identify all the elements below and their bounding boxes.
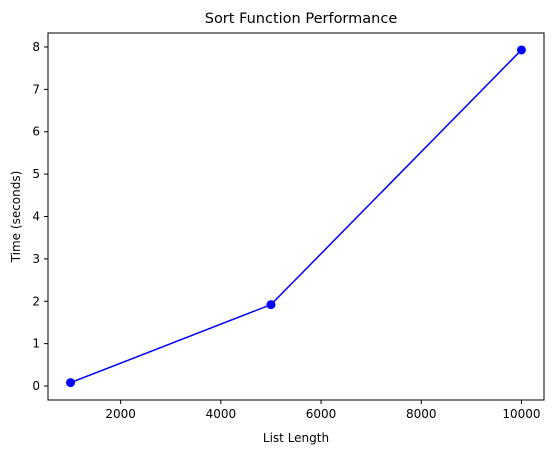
y-tick-label-4: 4 — [32, 210, 40, 224]
y-tick-label-5: 5 — [32, 167, 40, 181]
y-tick-label-3: 3 — [32, 252, 40, 266]
data-point-2 — [516, 45, 526, 55]
x-tick-label-8000: 8000 — [406, 407, 437, 421]
data-point-1 — [266, 300, 276, 310]
x-tick-label-10000: 10000 — [502, 407, 540, 421]
plot-area — [47, 32, 545, 401]
y-tick-label-6: 6 — [32, 125, 40, 139]
y-axis: 0 1 2 3 4 5 6 7 8 — [32, 40, 48, 393]
series-line-0 — [70, 49, 522, 384]
x-tick-label-4000: 4000 — [206, 407, 237, 421]
y-tick-label-8: 8 — [32, 40, 40, 54]
y-axis-label: Time (seconds) — [9, 171, 23, 264]
data-point-0 — [66, 378, 76, 388]
y-tick-label-2: 2 — [32, 294, 40, 308]
x-tick-label-2000: 2000 — [105, 407, 136, 421]
y-tick-label-1: 1 — [32, 337, 40, 351]
x-axis: 2000 4000 6000 8000 10000 — [105, 400, 541, 421]
y-tick-label-0: 0 — [32, 379, 40, 393]
x-axis-label: List Length — [263, 431, 329, 445]
series-layer — [66, 45, 526, 388]
y-tick-label-7: 7 — [32, 82, 40, 96]
plot-frame — [47, 32, 545, 401]
x-tick-label-6000: 6000 — [306, 407, 337, 421]
chart-title: Sort Function Performance — [205, 11, 398, 27]
